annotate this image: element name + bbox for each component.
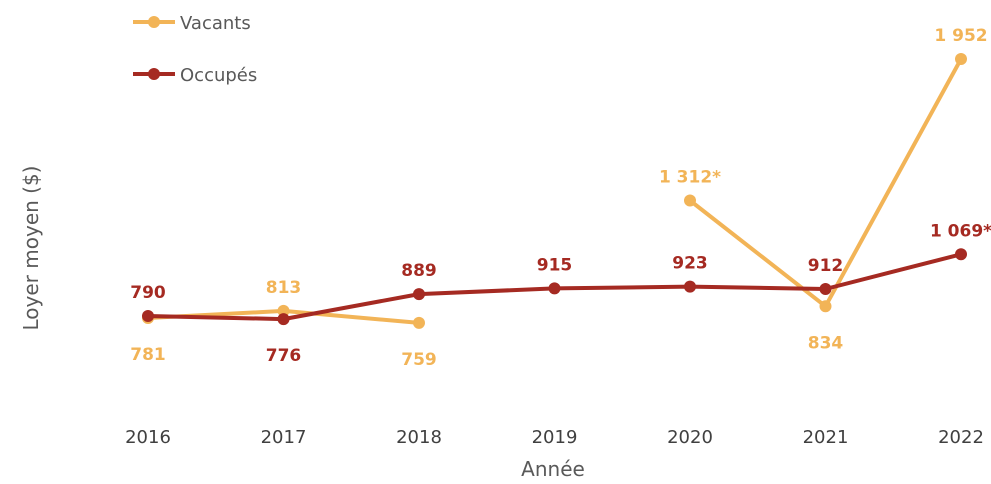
data-point-vacants-2018	[413, 316, 425, 329]
x-tick-label-2018: 2018	[396, 427, 442, 448]
y-axis-title: Loyer moyen ($)	[19, 166, 43, 331]
x-tick-label-2019: 2019	[532, 427, 578, 448]
x-tick-label-2016: 2016	[125, 427, 171, 448]
data-point-occupes-2016	[142, 310, 154, 322]
legend-marker-occupes	[148, 68, 160, 80]
data-label-vacants-2022: 1 952	[934, 26, 987, 46]
data-label-vacants-2017: 813	[266, 278, 302, 298]
legend: Vacants Occupés	[133, 13, 257, 86]
data-label-occupes-2020: 923	[672, 254, 708, 274]
x-axis-title: Année	[521, 457, 585, 481]
data-point-vacants-2021	[819, 300, 832, 313]
x-tick-label-2022: 2022	[938, 427, 984, 448]
data-label-vacants-2020: 1 312*	[659, 168, 721, 188]
data-label-occupes-2017: 776	[266, 346, 302, 366]
x-tick-label-2020: 2020	[667, 427, 713, 448]
data-labels: 781 813 759 1 312* 834 1 952 790 776 889 915 923 91…	[130, 26, 991, 370]
data-point-occupes-2022	[955, 248, 967, 261]
data-label-occupes-2019: 915	[537, 255, 573, 275]
data-point-vacants-2022	[955, 53, 967, 65]
series-occupes	[142, 248, 967, 326]
data-label-occupes-2021: 912	[808, 256, 844, 276]
legend-item-vacants: Vacants	[133, 13, 251, 34]
legend-label-occupes: Occupés	[180, 65, 257, 86]
data-point-occupes-2020	[684, 280, 696, 293]
data-label-occupes-2016: 790	[130, 283, 166, 303]
data-label-vacants-2018: 759	[401, 350, 437, 370]
legend-item-occupes: Occupés	[133, 65, 257, 86]
data-point-vacants-2020	[684, 194, 696, 207]
data-label-vacants-2021: 834	[808, 333, 844, 353]
data-point-vacants-2017	[277, 304, 290, 317]
data-label-vacants-2016: 781	[130, 345, 166, 365]
x-axis-ticks: 2016 2017 2018 2019 2020 2021 2022	[125, 427, 984, 448]
data-point-occupes-2021	[819, 283, 832, 295]
data-label-occupes-2022: 1 069*	[930, 221, 991, 241]
series-layer	[142, 53, 967, 329]
data-point-occupes-2018	[413, 288, 425, 301]
data-point-occupes-2019	[548, 282, 561, 295]
x-tick-label-2021: 2021	[803, 427, 849, 448]
data-label-occupes-2018: 889	[401, 261, 437, 281]
legend-marker-vacants	[148, 16, 160, 28]
data-point-occupes-2017	[277, 313, 290, 326]
x-tick-label-2017: 2017	[261, 427, 307, 448]
legend-label-vacants: Vacants	[180, 13, 251, 34]
